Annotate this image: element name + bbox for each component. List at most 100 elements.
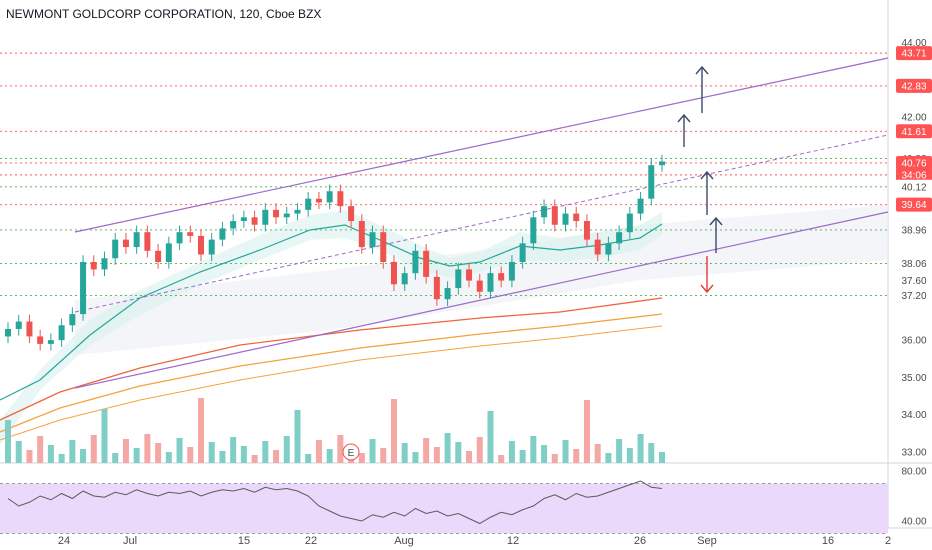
level-label: 40.76 [901,158,926,169]
arrow-up-3-head [700,170,714,180]
candle-body [444,288,451,300]
level-badge-bg [896,222,932,237]
rsi-line [7,480,663,525]
candle-body [101,258,108,270]
volume-bar [112,453,119,463]
candle-body [433,276,440,300]
ema-red-line [0,297,663,421]
candle-body [58,325,65,341]
candle-body [262,209,269,225]
volume-bar [5,420,11,463]
volume-bar [273,450,280,463]
candle-body [380,232,387,262]
ema-orange2-line [0,325,663,441]
volume-bar [433,447,440,463]
candle-body [423,250,430,277]
candle-body [412,250,419,274]
candle-body [47,340,54,344]
volume-bar [412,452,419,463]
y-tick-label: 36.00 [901,336,926,347]
candle-body [165,243,172,262]
volume-bar [390,399,397,463]
candle-body [5,328,11,337]
level-badge-bg [896,256,932,271]
candle-body [401,273,408,285]
earnings-marker-label: E [348,448,355,459]
volume-bar [583,400,590,463]
candle-body [112,239,119,259]
candle-body [583,221,590,240]
volume-bar [637,434,644,463]
volume-bar [122,439,129,463]
candle-body [240,217,247,222]
candle-body [573,213,580,222]
level-label: 38.96 [901,225,926,236]
volume-bar [58,454,65,463]
rsi-tick-label: 40.00 [901,517,926,528]
y-tick-label: 44.00 [901,38,926,49]
candle-body [283,213,290,218]
volume-bar [476,437,483,463]
volume-bar [423,438,430,463]
channel-upper-line [74,57,889,233]
candle-body [562,213,569,225]
volume-bar [626,448,633,463]
ribbon-shade [0,210,662,445]
volume-bar [230,437,237,463]
level-badge-bg [896,179,932,194]
level-label: 40.12 [901,182,926,193]
candle-body [294,209,301,214]
volume-bar [605,453,612,463]
volume-bar [26,450,33,463]
volume-bar [659,452,665,463]
candle-body [390,261,397,285]
y-tick-label: 37.60 [901,276,926,287]
volume-bar [305,454,312,463]
volume-bar [519,450,526,463]
candle-body [273,209,280,218]
candle-body [626,213,633,233]
candle-body [605,243,612,255]
candle-body [348,206,355,222]
volume-bar [197,398,204,463]
arrow-down-head [700,284,714,294]
candle-body [530,217,537,244]
volume-bar [251,455,258,463]
volume-bar [326,449,333,463]
candle-body [80,261,87,315]
channel-shade [75,205,888,355]
x-tick-label: 2 [885,535,891,547]
volume-bar [573,449,580,463]
level-badge [896,167,932,182]
candle-body [315,198,322,203]
volume-bar [369,439,376,463]
x-tick-label: 24 [58,535,70,547]
x-tick-label: 16 [822,535,834,547]
volume-bar [541,445,548,463]
candle-body [519,243,526,262]
volume-bar [648,443,655,463]
volume-bar [219,451,226,463]
rsi-band [0,483,888,534]
volume-bar [208,442,215,463]
level-label: 42.83 [901,81,926,92]
y-tick-label: 34.00 [901,410,926,421]
ema-teal-line [0,223,663,401]
candle-body [358,221,365,248]
candle-body [144,232,151,251]
level-badge [896,155,932,170]
ema-orange-line [0,313,663,433]
volume-bar [498,455,505,463]
level-label: 43.71 [901,49,926,60]
y-tick-label: 42.00 [901,112,926,123]
volume-bar [187,447,194,463]
level-label: 34:06 [901,170,926,181]
x-tick-label: Sep [697,535,717,547]
volume-bar [487,411,494,463]
candle-body [305,198,312,210]
candle-body [369,232,376,248]
volume-bar [133,448,140,463]
volume-bar [551,454,558,463]
candle-body [230,221,237,229]
